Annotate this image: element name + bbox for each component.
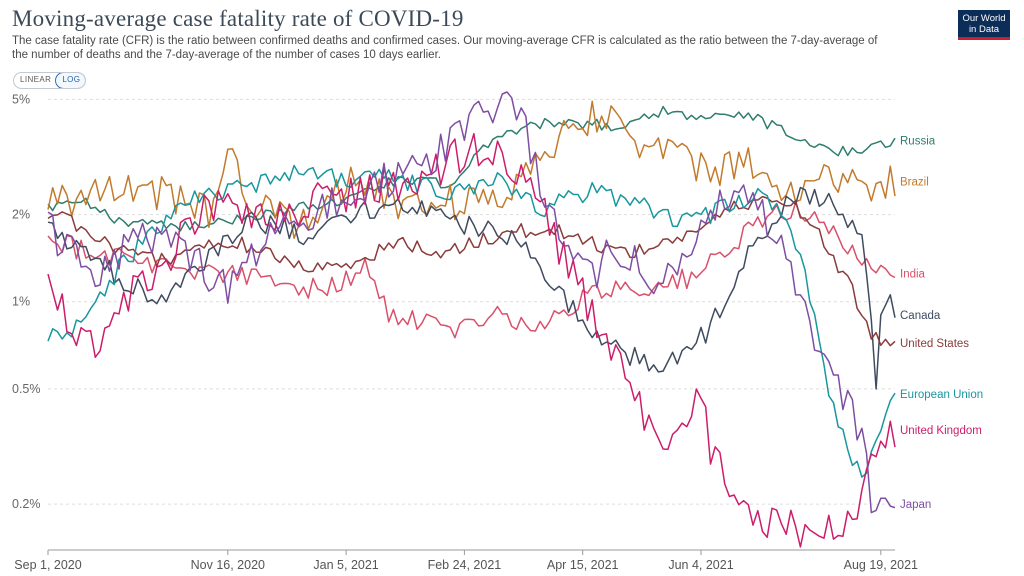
x-tick-label: Feb 24, 2021: [428, 558, 502, 572]
logo-line-2: in Data: [968, 24, 1000, 35]
series-line-india: [47, 201, 896, 339]
x-tick-label: Apr 15, 2021: [547, 558, 619, 572]
series-label-brazil: Brazil: [900, 177, 929, 189]
series-line-canada: [47, 186, 896, 390]
scale-toggle: LINEAR LOG: [13, 72, 87, 89]
series-label-united-kingdom: United Kingdom: [900, 425, 982, 437]
y-tick-label: 2%: [12, 208, 30, 222]
y-tick-label: 1%: [12, 295, 30, 309]
series-line-brazil: [47, 100, 896, 239]
series-line-united-states: [47, 195, 896, 347]
owid-logo[interactable]: Our World in Data: [958, 10, 1010, 40]
y-tick-label: 0.2%: [12, 497, 41, 511]
series-label-russia: Russia: [900, 136, 936, 148]
series-label-european-union: European Union: [900, 389, 983, 401]
x-tick-label: Sep 1, 2020: [14, 558, 81, 572]
logo-line-1: Our World: [962, 13, 1006, 24]
series-line-russia: [47, 105, 896, 232]
series-label-canada: Canada: [900, 310, 941, 322]
series-label-india: India: [900, 269, 926, 281]
series-label-japan: Japan: [900, 499, 931, 511]
linear-scale-button[interactable]: LINEAR: [20, 75, 52, 84]
x-tick-label: Jun 4, 2021: [668, 558, 733, 572]
series-line-japan: [47, 91, 896, 514]
chart-title: Moving-average case fatality rate of COV…: [12, 6, 464, 31]
log-scale-button[interactable]: LOG: [55, 73, 86, 88]
y-tick-label: 0.5%: [12, 382, 41, 396]
series-label-united-states: United States: [900, 338, 969, 350]
series-line-united-kingdom: [47, 132, 896, 548]
y-tick-label: 5%: [12, 92, 30, 106]
x-tick-label: Jan 5, 2021: [313, 558, 378, 572]
x-tick-label: Nov 16, 2020: [191, 558, 265, 572]
chart-subtitle: The case fatality rate (CFR) is the rati…: [12, 35, 878, 61]
x-tick-label: Aug 19, 2021: [844, 558, 918, 572]
